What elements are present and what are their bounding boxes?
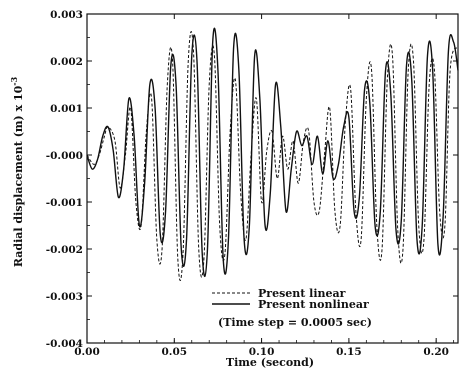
y-tick-label: -0.001 [46, 197, 83, 209]
legend-label-present-nonlinear: Present nonlinear [258, 298, 369, 311]
legend-label-present-linear: Present linear [258, 287, 346, 300]
x-tick-label: 0.20 [423, 346, 449, 358]
y-tick-label: -0.000 [46, 150, 83, 162]
y-tick-label: -0.004 [46, 338, 83, 350]
series-line-present-linear [86, 31, 459, 281]
x-axis-title: Time (second) [226, 356, 314, 369]
y-tick-label: -0.002 [46, 244, 83, 256]
x-tick-label: 0.05 [162, 346, 188, 358]
y-tick-label: -0.003 [46, 291, 83, 303]
time-step-annotation: (Time step = 0.0005 sec) [218, 316, 372, 329]
y-tick-label: 0.003 [50, 9, 83, 21]
y-tick-label: 0.002 [50, 56, 83, 68]
x-tick-label: 0.10 [249, 346, 275, 358]
y-tick-label: 0.001 [50, 103, 83, 115]
y-axis-title-exponent: -3 [9, 76, 19, 85]
series-line-present-nonlinear [86, 27, 459, 277]
x-tick-label: 0.00 [74, 346, 100, 358]
x-tick-label: 0.15 [336, 346, 362, 358]
y-axis-title: Radial displacement (m) x 10-3 [9, 76, 25, 267]
